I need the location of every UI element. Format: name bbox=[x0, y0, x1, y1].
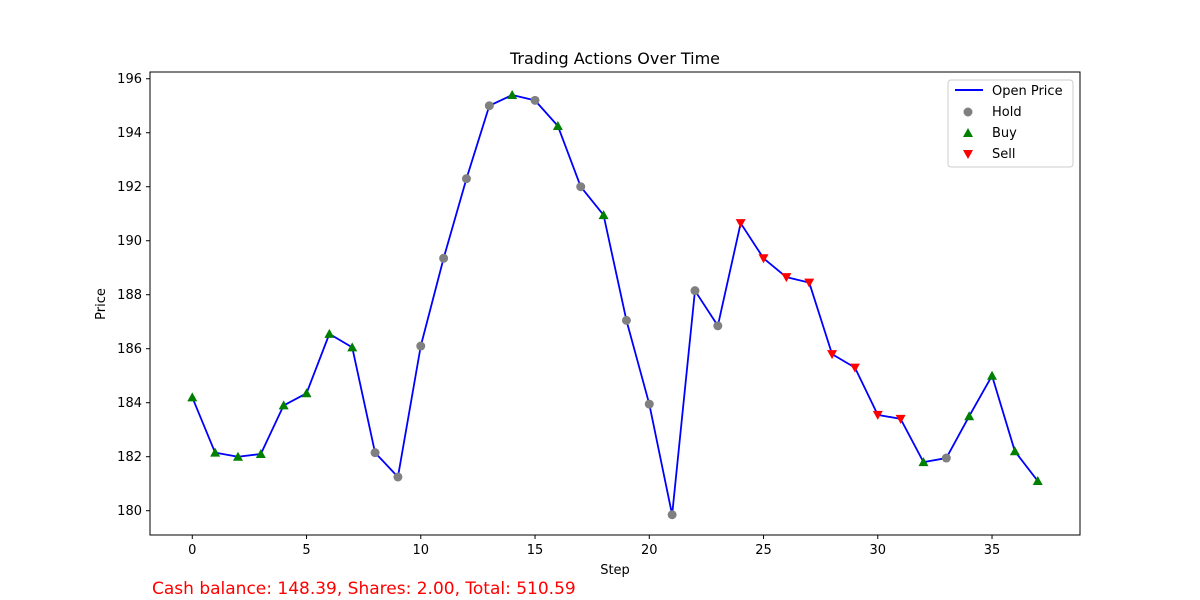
plot-frame bbox=[149, 71, 1081, 536]
hold-marker bbox=[667, 510, 677, 520]
buy-marker bbox=[964, 411, 975, 421]
buy-marker bbox=[232, 451, 243, 461]
plot-area bbox=[187, 89, 1043, 520]
x-tick-label: 25 bbox=[755, 543, 772, 558]
x-tick-label: 10 bbox=[413, 543, 430, 558]
legend: Open Price Hold Buy Sell bbox=[947, 79, 1074, 168]
account-summary: Cash balance: 148.39, Shares: 2.00, Tota… bbox=[152, 579, 576, 599]
legend-label-open-price: Open Price bbox=[992, 84, 1063, 99]
hold-marker bbox=[713, 321, 723, 331]
x-tick-label: 5 bbox=[302, 543, 310, 558]
buy-marker bbox=[324, 328, 335, 338]
y-axis-label: Price bbox=[94, 288, 109, 320]
hold-marker bbox=[530, 95, 540, 105]
x-axis: 0 5 10 15 20 25 30 35 bbox=[188, 535, 1000, 558]
y-tick-label: 194 bbox=[117, 126, 142, 141]
x-tick-label: 35 bbox=[984, 543, 1001, 558]
hold-marker bbox=[461, 174, 471, 184]
x-axis-label: Step bbox=[600, 563, 630, 578]
buy-marker bbox=[210, 447, 221, 457]
hold-marker bbox=[484, 101, 494, 111]
sell-marker bbox=[804, 278, 815, 288]
sell-marker bbox=[827, 350, 838, 360]
y-tick-label: 196 bbox=[117, 72, 142, 87]
sell-marker bbox=[735, 219, 746, 229]
buy-marker bbox=[507, 89, 518, 99]
buy-marker bbox=[918, 457, 929, 467]
y-tick-label: 180 bbox=[117, 504, 142, 519]
y-tick-label: 182 bbox=[117, 450, 142, 465]
chart-title: Trading Actions Over Time bbox=[509, 49, 720, 68]
legend-sell-marker bbox=[963, 150, 973, 159]
legend-box bbox=[947, 79, 1074, 168]
hold-marker bbox=[644, 399, 654, 409]
buy-marker bbox=[987, 370, 998, 380]
hold-marker bbox=[690, 286, 700, 296]
buy-marker bbox=[301, 388, 312, 398]
hold-marker bbox=[941, 453, 951, 463]
buy-marker bbox=[1009, 446, 1020, 456]
buy-marker bbox=[598, 210, 609, 220]
sell-marker bbox=[872, 410, 883, 420]
legend-label-hold: Hold bbox=[992, 105, 1022, 120]
buy-marker bbox=[347, 342, 358, 352]
buy-marker bbox=[552, 120, 563, 130]
legend-hold-marker bbox=[963, 107, 973, 117]
buy-marker bbox=[255, 449, 266, 459]
x-tick-label: 15 bbox=[527, 543, 544, 558]
hold-marker bbox=[393, 472, 403, 482]
x-tick-label: 30 bbox=[870, 543, 887, 558]
sell-marker bbox=[849, 363, 860, 373]
y-tick-label: 186 bbox=[117, 342, 142, 357]
sell-marker bbox=[758, 254, 769, 264]
legend-label-sell: Sell bbox=[992, 147, 1015, 162]
sell-marker bbox=[781, 273, 792, 283]
y-tick-label: 184 bbox=[117, 396, 142, 411]
y-tick-label: 188 bbox=[117, 288, 142, 303]
x-tick-label: 20 bbox=[641, 543, 658, 558]
hold-marker bbox=[416, 341, 426, 351]
y-tick-label: 190 bbox=[117, 234, 142, 249]
hold-marker bbox=[621, 315, 631, 325]
sell-marker bbox=[895, 414, 906, 424]
buy-marker bbox=[1032, 476, 1043, 486]
hold-marker bbox=[370, 448, 380, 458]
buy-marker bbox=[187, 392, 198, 402]
y-axis: 180 182 184 186 188 190 192 194 196 bbox=[117, 72, 150, 519]
hold-marker bbox=[439, 253, 449, 263]
y-tick-label: 192 bbox=[117, 180, 142, 195]
legend-buy-marker bbox=[963, 128, 973, 137]
legend-label-buy: Buy bbox=[992, 126, 1017, 141]
buy-marker bbox=[278, 400, 289, 410]
x-tick-label: 0 bbox=[188, 543, 196, 558]
hold-marker bbox=[576, 182, 586, 192]
